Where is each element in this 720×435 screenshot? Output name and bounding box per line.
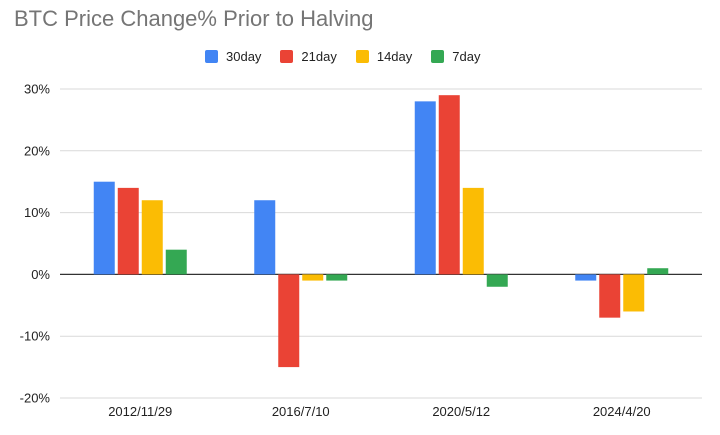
legend-label: 21day bbox=[301, 49, 337, 64]
bar-7day-2012/11/29 bbox=[165, 249, 187, 275]
legend-item-7day: 7day bbox=[431, 49, 480, 64]
legend: 30day 21day 14day 7day bbox=[205, 49, 499, 64]
y-tick-label: -10% bbox=[20, 329, 51, 344]
bar-30day-2024/4/20 bbox=[575, 274, 597, 281]
legend-swatch bbox=[280, 50, 294, 63]
bar-14day-2024/4/20 bbox=[623, 274, 645, 312]
chart-title: BTC Price Change% Prior to Halving bbox=[14, 6, 374, 31]
x-tick-label: 2024/4/20 bbox=[593, 404, 651, 419]
y-tick-label: -20% bbox=[20, 391, 51, 406]
bar-30day-2020/5/12 bbox=[414, 101, 436, 275]
x-tick-label: 2016/7/10 bbox=[272, 404, 330, 419]
legend-label: 30day bbox=[226, 49, 262, 64]
legend-item-14day: 14day bbox=[355, 49, 413, 64]
legend-swatch bbox=[355, 50, 369, 63]
y-tick-label: 20% bbox=[24, 143, 50, 158]
bar-7day-2020/5/12 bbox=[486, 274, 508, 287]
bar-21day-2024/4/20 bbox=[599, 274, 621, 318]
bar-30day-2016/7/10 bbox=[254, 200, 276, 275]
y-tick-label: 30% bbox=[24, 82, 50, 97]
legend-swatch bbox=[205, 50, 218, 63]
bar-21day-2016/7/10 bbox=[278, 274, 300, 368]
legend-item-21day: 21day bbox=[280, 49, 337, 64]
bar-21day-2012/11/29 bbox=[117, 187, 139, 275]
legend-label: 7day bbox=[452, 49, 481, 64]
legend-item-30day: 30day bbox=[205, 49, 261, 64]
y-tick-label: 0% bbox=[31, 267, 50, 282]
bar-7day-2016/7/10 bbox=[326, 274, 348, 281]
bar-14day-2012/11/29 bbox=[141, 200, 163, 275]
x-tick-label: 2020/5/12 bbox=[432, 404, 490, 419]
bar-30day-2012/11/29 bbox=[93, 181, 115, 275]
legend-swatch bbox=[431, 50, 445, 63]
bar-7day-2024/4/20 bbox=[647, 268, 669, 275]
bar-14day-2020/5/12 bbox=[462, 187, 484, 275]
bar-14day-2016/7/10 bbox=[302, 274, 324, 281]
x-tick-label: 2012/11/29 bbox=[108, 404, 172, 419]
legend-label: 14day bbox=[376, 49, 413, 64]
y-tick-label: 10% bbox=[24, 205, 50, 220]
bar-21day-2020/5/12 bbox=[438, 95, 460, 275]
